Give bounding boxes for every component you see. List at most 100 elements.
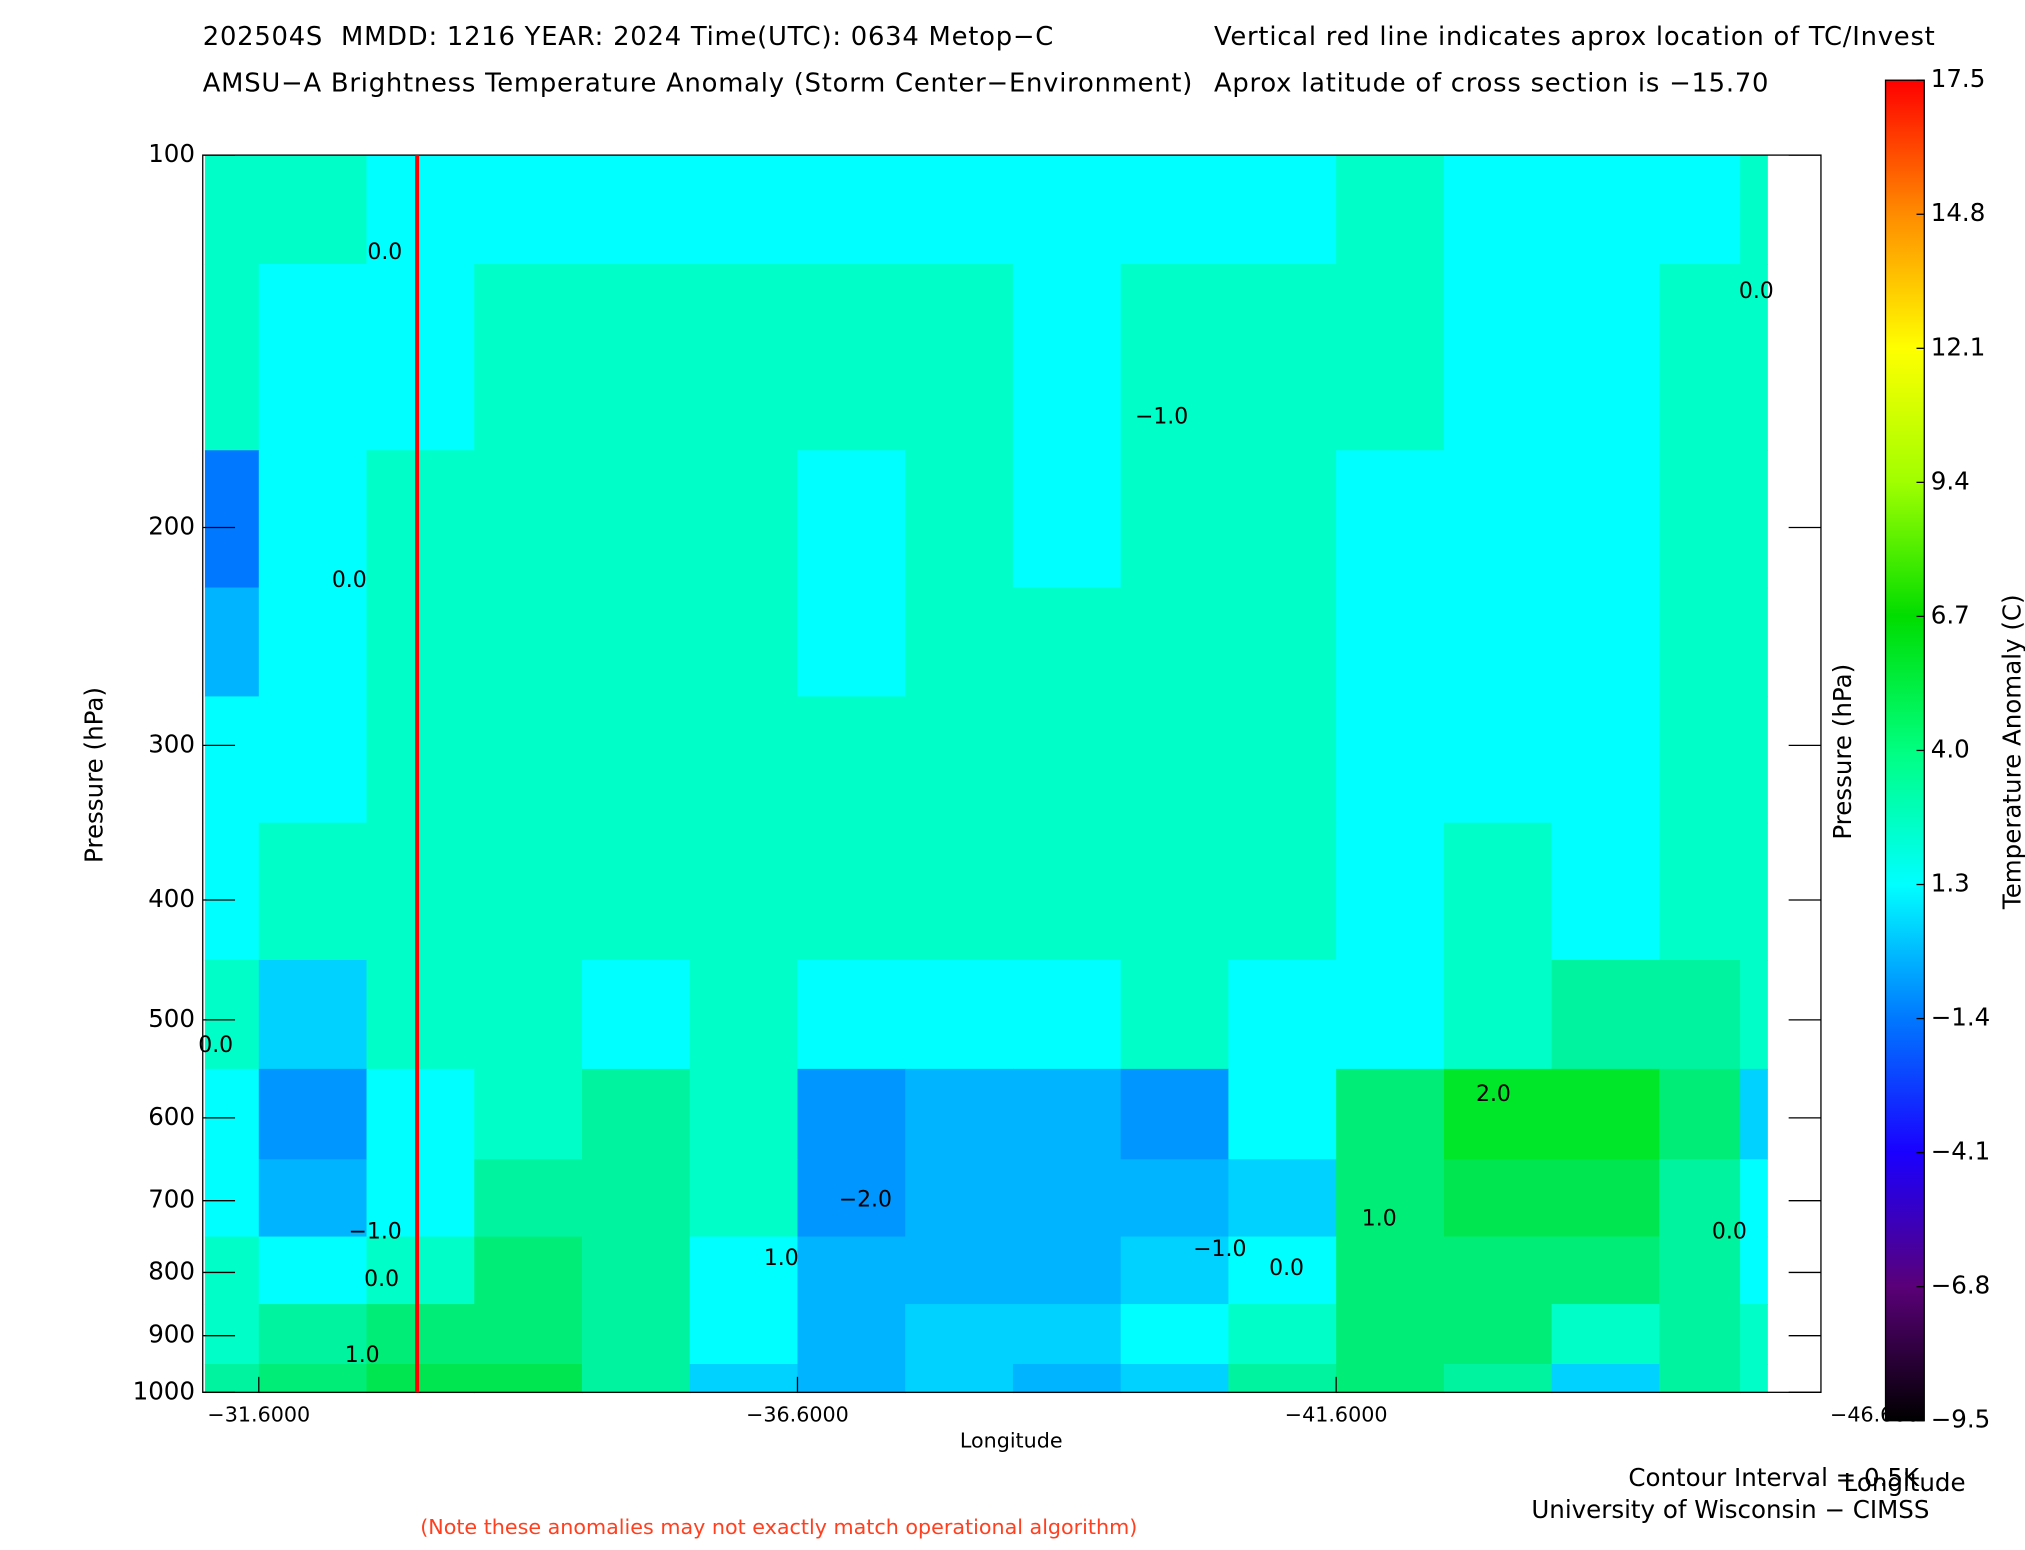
field-cell — [797, 587, 906, 698]
field-cell — [581, 264, 691, 452]
field-cell — [474, 264, 583, 452]
field-cell — [366, 1159, 476, 1238]
field-cell — [1551, 822, 1661, 961]
field-cell — [1336, 1304, 1445, 1365]
field-cell — [258, 959, 368, 1070]
field-cell — [474, 1236, 583, 1305]
field-cell — [258, 1364, 368, 1394]
field-cell — [797, 959, 906, 1070]
field-cell — [905, 1236, 1014, 1305]
field-cell — [1228, 1159, 1337, 1238]
field-cell — [258, 1236, 368, 1305]
field-cell — [905, 155, 1014, 265]
field-cell — [204, 822, 260, 961]
field-cell — [366, 696, 476, 824]
field-cell — [1740, 959, 1768, 1070]
field-cell — [581, 1159, 691, 1238]
field-cell — [474, 696, 583, 824]
field-cell — [366, 1236, 476, 1305]
colorbar-tick-label: −4.1 — [1931, 1137, 1991, 1166]
colorbar-tick-label: 14.8 — [1931, 198, 1986, 227]
y-tick-label: 700 — [148, 1185, 195, 1214]
contour-label: 0.0 — [198, 1033, 233, 1058]
field-cell — [905, 696, 1014, 824]
field-cell — [1228, 155, 1337, 265]
contour-label: 1.0 — [345, 1343, 380, 1368]
colorbar-tick-label: −9.5 — [1931, 1405, 1991, 1434]
field-cell — [366, 264, 476, 452]
field-cell — [905, 450, 1014, 589]
field-cell — [258, 696, 368, 824]
contour-label: 0.0 — [364, 1267, 399, 1292]
field-cell — [1120, 1236, 1230, 1305]
y-tick-label: 400 — [148, 884, 195, 913]
field-cell — [797, 264, 906, 452]
field-cell — [905, 264, 1014, 452]
x-tick-label: −31.6000 — [207, 1403, 310, 1427]
field-cell — [905, 1159, 1014, 1238]
field-cell — [1443, 155, 1553, 265]
field-cell — [1740, 587, 1768, 698]
field-cell — [366, 155, 476, 265]
field-cell — [1740, 155, 1768, 265]
field-cell — [204, 264, 260, 452]
field-cell — [1551, 450, 1661, 589]
field-cell — [1443, 1236, 1553, 1305]
x-tick-label: −36.6000 — [746, 1403, 849, 1427]
field-cell — [905, 822, 1014, 961]
y2-axis-label: Pressure (hPa) — [1828, 664, 1857, 840]
field-cell — [1228, 959, 1337, 1070]
overlay: 100 200 300 400 500 600 700 800 900 1000 −31.6000 −… — [133, 64, 1991, 1434]
field-cell — [1012, 264, 1122, 452]
field-cell — [581, 1304, 691, 1365]
field-cell — [474, 587, 583, 698]
field-cell — [204, 959, 260, 1070]
field-cell — [1120, 1159, 1230, 1238]
field-cell — [689, 1304, 799, 1365]
field-cell — [581, 1236, 691, 1305]
field-cell — [1228, 1068, 1337, 1161]
field-cell — [1012, 155, 1122, 265]
field-cell — [1659, 264, 1741, 452]
field-cell — [797, 1236, 906, 1305]
field-cell — [258, 822, 368, 961]
field-cell — [1012, 1236, 1122, 1305]
field-cell — [1740, 264, 1768, 452]
field-cell — [1120, 822, 1230, 961]
field-cell — [1336, 264, 1445, 452]
colorbar-tick-label: 6.7 — [1931, 600, 1970, 629]
contour-label: 2.0 — [1476, 1082, 1511, 1107]
field-cell — [797, 1068, 906, 1161]
contour-label: 0.0 — [1739, 279, 1774, 304]
field-cell — [689, 155, 799, 265]
field-cell — [1659, 450, 1741, 589]
y-tick-label: 800 — [148, 1256, 195, 1285]
field-cell — [1012, 696, 1122, 824]
y-tick-label: 900 — [148, 1320, 195, 1349]
field-cell — [1228, 1236, 1337, 1305]
field-cell — [581, 587, 691, 698]
field-cell — [1012, 1364, 1122, 1394]
field-cell — [1659, 155, 1741, 265]
colorbar-tick-label: −1.4 — [1931, 1003, 1991, 1032]
y-axis-label: Pressure (hPa) — [80, 687, 109, 863]
field-cell — [581, 1364, 691, 1394]
y-tick-label: 500 — [148, 1004, 195, 1033]
field-cell — [204, 1159, 260, 1238]
field-cell — [1120, 264, 1230, 452]
field-cell — [689, 450, 799, 589]
field-cell — [581, 696, 691, 824]
field-cell — [474, 1159, 583, 1238]
field-cell — [797, 1159, 906, 1238]
field-cell — [1336, 1364, 1445, 1394]
field-cell — [1228, 822, 1337, 961]
contour-label: 0.0 — [1269, 1256, 1304, 1281]
colorbar-label: Temperature Anomaly (C) — [1997, 594, 2025, 910]
field-cell — [1551, 155, 1661, 265]
field-cell — [366, 450, 476, 589]
field-cell — [474, 822, 583, 961]
field-cell — [1336, 1159, 1445, 1238]
field-cell — [204, 1236, 260, 1305]
field-cell — [1659, 587, 1741, 698]
